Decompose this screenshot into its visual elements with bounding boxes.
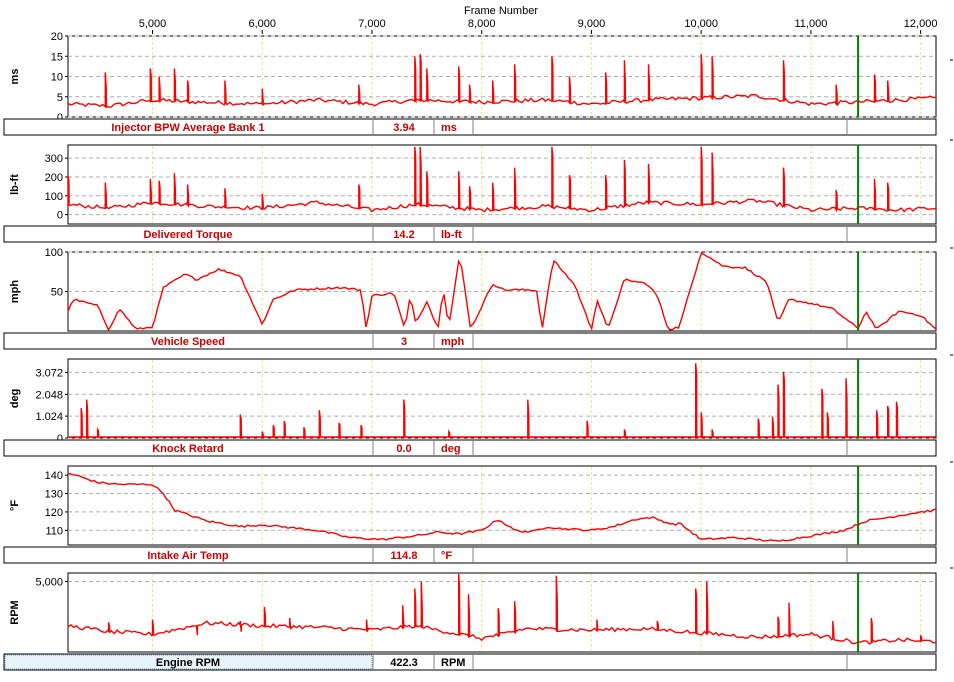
y-axis-title: mph bbox=[9, 280, 21, 304]
x-tick-label: 11,000 bbox=[794, 18, 827, 30]
channel-name: Intake Air Temp bbox=[147, 550, 229, 562]
y-tick-label: 15 bbox=[51, 51, 63, 63]
channel-unit: deg bbox=[441, 443, 461, 455]
y-tick-label: 100 bbox=[45, 191, 63, 203]
channel-unit: RPM bbox=[441, 657, 465, 669]
y-tick-label: 1.024 bbox=[35, 411, 63, 423]
y-tick-label: 5,000 bbox=[35, 576, 63, 588]
channel-name: Knock Retard bbox=[152, 443, 224, 455]
channel-unit: ms bbox=[441, 122, 457, 134]
plot-area[interactable] bbox=[67, 358, 937, 439]
channel-value: 3 bbox=[401, 336, 407, 348]
y-tick-label: 140 bbox=[45, 470, 63, 482]
x-tick-label: 6,000 bbox=[248, 18, 276, 30]
channel-value: 114.8 bbox=[391, 550, 418, 562]
channel-label-bar[interactable] bbox=[3, 439, 937, 457]
y-tick-label: 120 bbox=[45, 507, 63, 519]
x-tick-label: 10,000 bbox=[684, 18, 718, 30]
y-tick-label: 20 bbox=[51, 31, 63, 43]
x-tick-label: 9,000 bbox=[578, 18, 606, 30]
y-tick-label: 3.072 bbox=[35, 367, 63, 379]
channel-name: Delivered Torque bbox=[143, 229, 232, 241]
channel-label-bar[interactable] bbox=[3, 332, 937, 350]
plot-area[interactable] bbox=[67, 465, 937, 546]
series-line bbox=[67, 573, 937, 645]
y-tick-label: 110 bbox=[45, 525, 63, 537]
channel-label-bar[interactable] bbox=[3, 225, 937, 243]
y-axis-title: deg bbox=[9, 389, 21, 409]
x-tick-label: 7,000 bbox=[358, 18, 386, 30]
y-tick-label: 5 bbox=[57, 92, 63, 104]
y-tick-label: 100 bbox=[45, 247, 63, 259]
y-tick-label: 0 bbox=[57, 433, 63, 445]
channel-value: 422.3 bbox=[390, 657, 418, 669]
x-tick-label: 5,000 bbox=[139, 18, 167, 30]
y-axis-title: lb-ft bbox=[9, 174, 21, 195]
plot-area[interactable] bbox=[67, 572, 937, 653]
plot-area[interactable] bbox=[67, 144, 937, 225]
x-tick-label: 8,000 bbox=[468, 18, 496, 30]
y-tick-label: 130 bbox=[45, 489, 63, 501]
selected-channel-highlight bbox=[4, 654, 373, 670]
series-line bbox=[68, 363, 936, 438]
channel-unit: lb-ft bbox=[441, 229, 462, 241]
y-tick-label: 300 bbox=[45, 153, 63, 165]
channel-value: 0.0 bbox=[396, 443, 411, 455]
channel-label-bar[interactable] bbox=[3, 118, 937, 136]
y-tick-label: 2.048 bbox=[35, 389, 63, 401]
y-axis-title: RPM bbox=[9, 600, 21, 624]
channel-value: 14.2 bbox=[393, 229, 414, 241]
channel-name: Vehicle Speed bbox=[151, 336, 225, 348]
x-tick-label: 12,000 bbox=[904, 18, 938, 30]
y-tick-label: 200 bbox=[45, 172, 63, 184]
channel-name: Injector BPW Average Bank 1 bbox=[111, 122, 264, 134]
y-axis-title: °F bbox=[9, 500, 21, 511]
channel-label-bar[interactable] bbox=[3, 546, 937, 564]
x-axis-title: Frame Number bbox=[464, 5, 538, 17]
y-tick-label: 0 bbox=[57, 112, 63, 124]
series-line bbox=[67, 54, 937, 109]
channel-value: 3.94 bbox=[393, 122, 415, 134]
y-tick-label: 10 bbox=[51, 72, 63, 84]
channel-unit: °F bbox=[441, 550, 452, 562]
y-tick-label: 0 bbox=[57, 210, 63, 222]
y-tick-label: 50 bbox=[51, 287, 63, 299]
series-line bbox=[67, 472, 937, 542]
series-line bbox=[67, 251, 937, 332]
channel-name: Engine RPM bbox=[156, 657, 220, 669]
series-line bbox=[67, 146, 937, 213]
channel-unit: mph bbox=[441, 336, 465, 348]
y-axis-title: ms bbox=[9, 69, 21, 85]
